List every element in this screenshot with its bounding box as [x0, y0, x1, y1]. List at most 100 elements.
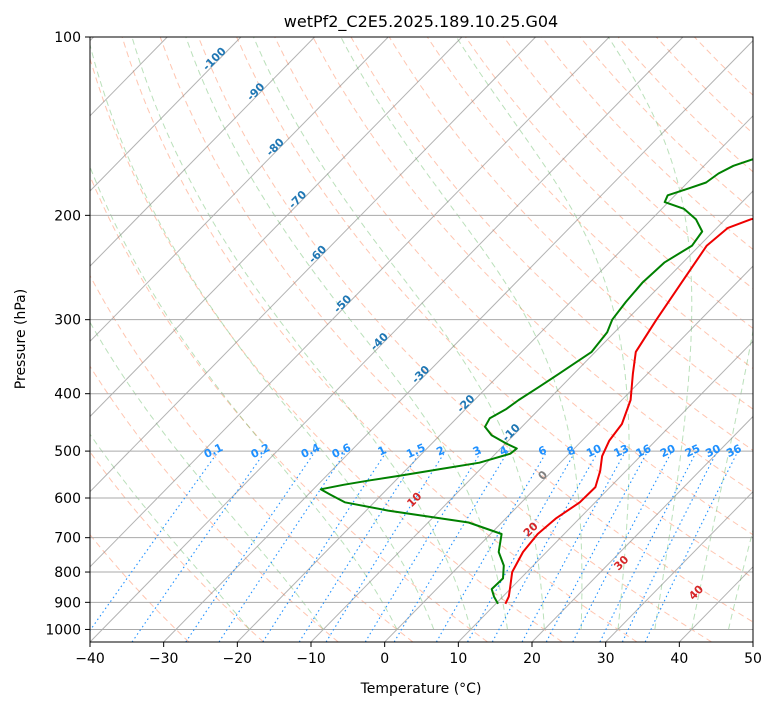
mixing-ratio-label: 16 [634, 442, 654, 460]
mixing-ratio-label: 30 [703, 442, 723, 460]
moist-adiabat-line [691, 328, 753, 630]
mixing-ratio-line [262, 450, 388, 642]
x-tick-label: −40 [75, 651, 105, 667]
mixing-ratio-line [521, 450, 627, 642]
dry-adiabat-line [197, 37, 753, 623]
isotherm-line [310, 190, 753, 642]
moist-adiabat-line [455, 37, 630, 630]
mixing-ratio-line [644, 450, 739, 642]
x-tick-label: −10 [296, 651, 326, 667]
isotherm-label: -40 [368, 330, 391, 353]
x-tick-label: 10 [449, 651, 467, 667]
y-tick-label: 900 [54, 595, 81, 611]
moist-adiabat-line [90, 433, 250, 630]
isotherm-line [90, 37, 242, 192]
isotherm-line [163, 39, 753, 642]
x-tick-label: 0 [380, 651, 389, 667]
isotherm-line [384, 265, 753, 642]
isotherm-label: -70 [286, 188, 309, 211]
axis-layer: −40 −30 −20 −10 0 10 20 30 40 50 1000 900 800 700 600 5… [45, 30, 762, 667]
moist-adiabat-line [728, 528, 753, 630]
mixing-ratio-line [572, 450, 673, 642]
mixing-ratio-label: 13 [612, 442, 631, 460]
dewpoint-profile-line [319, 158, 753, 605]
moist-adiabat-line [340, 37, 583, 630]
mixing-ratio-label: 0.6 [330, 441, 353, 461]
y-tick-label: 1000 [45, 622, 81, 638]
isotherm-line [678, 566, 753, 642]
moist-adiabat-label: 30 [611, 553, 631, 573]
moist-adiabat-line [90, 165, 398, 630]
mixing-ratio-line [364, 450, 483, 642]
dry-adiabat-line [121, 37, 638, 642]
dry-adiabat-line [90, 451, 264, 642]
dry-adiabat-line [350, 37, 753, 451]
isotherm-line [605, 490, 753, 642]
isotherm-label: -20 [454, 392, 477, 415]
dry-adiabat-line [159, 37, 712, 642]
mixing-ratio-line [435, 450, 548, 642]
isotherm-line [531, 415, 753, 642]
mixing-ratio-line [545, 450, 649, 642]
x-tick-label: 20 [523, 651, 541, 667]
mixing-ratio-line [393, 450, 509, 642]
mixing-ratio-label: 1.5 [404, 441, 427, 461]
isotherm-line [752, 641, 753, 642]
isotherm-line [90, 37, 684, 642]
isotherm-line [90, 37, 536, 493]
isotherm-label: -80 [264, 135, 287, 158]
moist-adiabat-label: 40 [686, 582, 706, 602]
mixing-ratio-label: 0.2 [249, 441, 272, 461]
mixing-ratio-label: 25 [683, 442, 702, 460]
mixing-ratio-line [90, 450, 220, 632]
mixing-ratio-line [599, 450, 698, 642]
isotherm-line [90, 37, 389, 343]
y-tick-label: 200 [54, 208, 81, 224]
x-tick-label: 50 [744, 651, 762, 667]
y-tick-label: 800 [54, 565, 81, 581]
moist-adiabat-line [90, 42, 435, 630]
x-tick-label: 40 [670, 651, 688, 667]
y-tick-label: 700 [54, 531, 81, 547]
mixing-ratio-line [325, 450, 446, 642]
mixing-ratio-line [185, 450, 316, 642]
isotherm-label: -50 [331, 292, 354, 315]
y-tick-label: 300 [54, 313, 81, 329]
mixing-ratio-line [621, 450, 718, 642]
mixing-ratio-line [131, 450, 266, 642]
mixing-ratio-label: 0.4 [299, 441, 322, 461]
dry-adiabat-line [90, 274, 414, 642]
isotherm-line [90, 37, 463, 418]
chart-title: wetPf2_C2E5.2025.189.10.25.G04 [284, 12, 558, 32]
dry-adiabat-line [694, 37, 753, 96]
moist-adiabat-line [90, 321, 324, 630]
mixing-ratio-label: 36 [724, 442, 744, 460]
x-tick-label: −20 [223, 651, 253, 667]
y-tick-label: 100 [54, 30, 81, 46]
dry-adiabat-line [90, 175, 488, 642]
isotherm-line [90, 37, 610, 568]
isotherm-line [457, 340, 753, 642]
mixing-ratio-line [298, 450, 422, 642]
x-tick-label: 30 [597, 651, 615, 667]
mixing-ratio-line [218, 450, 347, 642]
y-tick-label: 600 [54, 491, 81, 507]
y-axis-label: Pressure (hPa) [13, 289, 29, 389]
y-tick-label: 400 [54, 387, 81, 403]
dry-adiabat-line [90, 56, 563, 642]
mixing-ratio-label: 10 [584, 442, 604, 460]
dry-adiabat-line [503, 37, 753, 290]
isotherm-label: -30 [409, 363, 432, 386]
isotherm-line [90, 37, 315, 267]
moist-adiabat-label: 10 [404, 490, 424, 510]
isotherm-label: -60 [306, 242, 329, 265]
dry-adiabat-line [617, 37, 753, 173]
isotherm-line [236, 115, 753, 642]
mixing-ratio-label: 0.1 [202, 441, 225, 461]
plot-frame [89, 36, 754, 643]
temperature-profile-line [504, 217, 753, 605]
moist-adiabat-line [185, 37, 508, 630]
dry-adiabat-line [236, 37, 753, 579]
